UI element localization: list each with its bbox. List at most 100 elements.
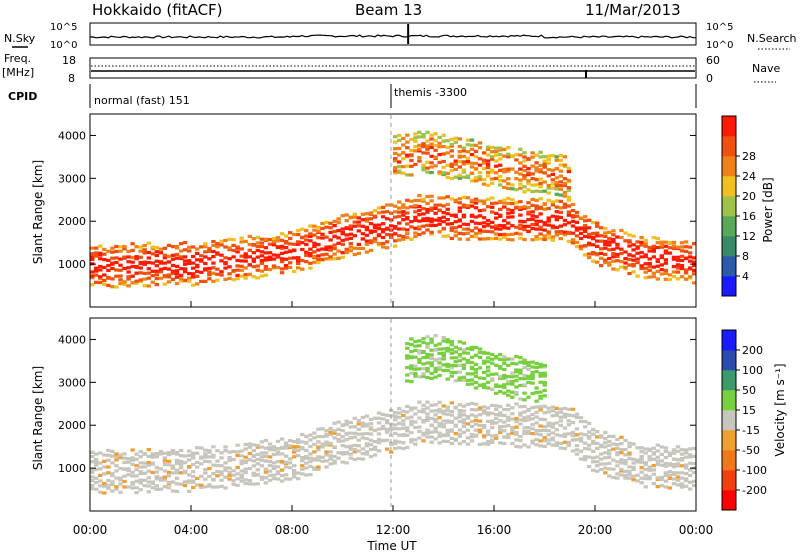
power-cell <box>562 223 568 227</box>
colorbar-swatch <box>722 470 736 491</box>
power-cell <box>344 250 349 255</box>
power-cell <box>102 252 107 256</box>
power-cell <box>591 231 596 235</box>
power-cell <box>477 175 483 179</box>
power-cell <box>663 249 669 253</box>
velocity-cell <box>98 473 103 477</box>
power-cell <box>526 173 531 177</box>
power-cell <box>243 259 248 263</box>
power-cell <box>110 256 115 260</box>
power-cell <box>457 145 462 149</box>
power-cell <box>546 236 551 240</box>
velocity-cell <box>477 423 483 428</box>
power-cell <box>469 165 475 169</box>
power-cell <box>490 145 495 149</box>
velocity-cell <box>421 372 426 376</box>
power-cell <box>409 153 414 157</box>
power-cell <box>651 271 656 275</box>
power-cell <box>498 227 503 231</box>
power-cell <box>595 231 600 235</box>
power-cell <box>510 202 515 206</box>
power-cell <box>595 244 600 248</box>
velocity-cell <box>150 461 155 465</box>
power-cell <box>518 153 523 157</box>
power-cell <box>243 239 248 243</box>
velocity-cell <box>283 473 289 477</box>
power-cell <box>405 146 410 150</box>
velocity-cell <box>126 485 131 489</box>
velocity-cell <box>324 440 329 444</box>
velocity-cell <box>328 426 333 431</box>
velocity-cell <box>421 374 426 379</box>
velocity-cell <box>530 370 535 375</box>
power-cell <box>558 158 563 162</box>
power-cell <box>393 232 398 236</box>
velocity-cell <box>283 446 289 450</box>
power-cell <box>671 274 677 279</box>
power-cell <box>421 217 426 221</box>
power-cell <box>271 257 277 261</box>
power-cell <box>498 183 503 187</box>
power-cell <box>376 211 382 215</box>
power-cell <box>348 249 353 253</box>
velocity-cell <box>316 440 321 444</box>
power-cell <box>445 218 450 222</box>
velocity-cell <box>445 338 450 342</box>
power-cell <box>562 205 568 209</box>
power-cell <box>542 207 547 211</box>
power-cell <box>134 271 139 275</box>
power-cell <box>607 256 612 261</box>
velocity-cell <box>522 443 527 447</box>
velocity-cell <box>687 468 693 472</box>
power-cell <box>227 265 232 269</box>
power-cell <box>510 187 515 191</box>
velocity-cell <box>162 475 168 479</box>
velocity-cell <box>191 456 196 460</box>
power-cell <box>465 237 471 241</box>
velocity-cell <box>671 465 677 469</box>
power-cell <box>429 217 434 221</box>
velocity-cell <box>142 452 147 456</box>
power-cell <box>558 163 563 167</box>
velocity-cell <box>558 446 563 450</box>
power-cell <box>332 252 337 256</box>
power-cell <box>562 177 568 181</box>
velocity-cell <box>481 382 487 386</box>
velocity-cell <box>679 482 685 486</box>
velocity-cell <box>603 462 608 466</box>
power-cell <box>522 159 527 163</box>
velocity-cell <box>178 466 184 470</box>
velocity-cell <box>607 448 612 453</box>
power-cell <box>332 257 337 261</box>
power-cell <box>566 186 572 190</box>
power-cell <box>506 221 511 225</box>
power-cell <box>219 253 224 257</box>
velocity-cell <box>300 440 305 444</box>
velocity-cell <box>502 424 507 428</box>
velocity-cell <box>292 447 297 452</box>
velocity-cell <box>219 456 224 460</box>
power-cell <box>118 281 123 286</box>
velocity-cell <box>538 408 543 412</box>
velocity-cell <box>417 400 422 404</box>
power-cell <box>397 153 402 157</box>
power-cell <box>413 132 418 136</box>
power-cell <box>231 278 236 282</box>
velocity-cell <box>405 342 410 346</box>
velocity-cell <box>473 345 479 349</box>
power-cell <box>255 255 260 259</box>
velocity-cell <box>409 415 414 419</box>
velocity-cell <box>441 404 446 408</box>
power-cell <box>485 159 491 163</box>
power-cell <box>417 130 422 134</box>
velocity-cell <box>227 456 232 460</box>
velocity-cell <box>223 445 228 449</box>
velocity-cell <box>312 442 317 446</box>
power-cell <box>178 242 184 246</box>
power-cell <box>477 157 483 161</box>
velocity-cell <box>461 404 467 408</box>
velocity-cell <box>393 414 398 418</box>
power-cell <box>413 215 418 219</box>
power-cell <box>433 164 438 168</box>
power-cell <box>397 160 402 164</box>
